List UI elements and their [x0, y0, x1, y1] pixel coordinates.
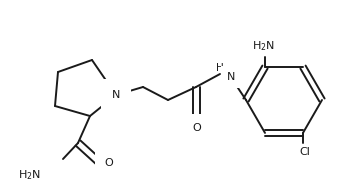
Text: N: N: [227, 72, 235, 82]
Text: H: H: [216, 63, 224, 73]
Text: O: O: [104, 158, 113, 168]
Text: Cl: Cl: [300, 147, 311, 157]
Text: N: N: [112, 90, 120, 100]
Text: H$_2$N: H$_2$N: [251, 39, 275, 53]
Text: O: O: [193, 123, 201, 133]
Text: H$_2$N: H$_2$N: [18, 168, 41, 182]
